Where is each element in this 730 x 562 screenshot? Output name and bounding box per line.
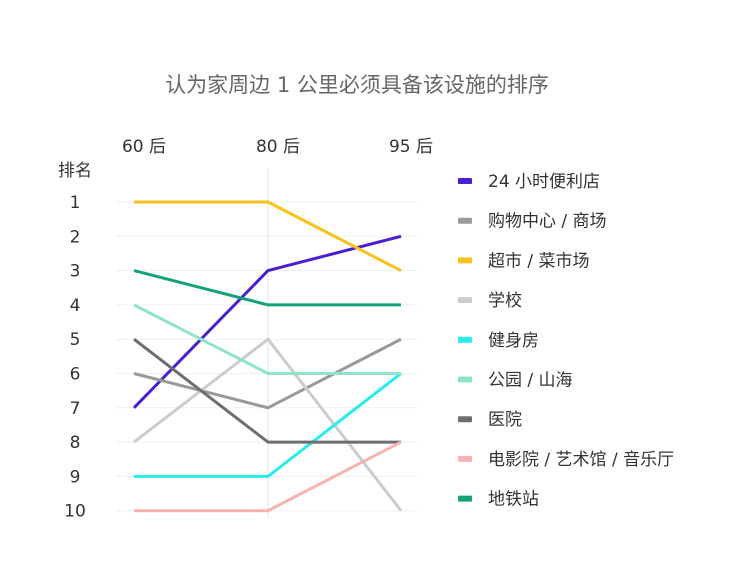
legend-item[interactable]: 地铁站 (458, 490, 539, 510)
y-tick-label: 2 (70, 227, 81, 247)
series-line-2 (134, 200, 402, 272)
legend-swatch (458, 455, 472, 462)
y-tick-label: 5 (70, 330, 81, 350)
x-tick-label: 60 后 (122, 137, 166, 157)
y-tick-label: 7 (70, 399, 81, 419)
y-tick-label: 3 (70, 262, 81, 282)
legend-item[interactable]: 购物中心 / 商场 (458, 212, 607, 232)
y-tick-label: 6 (70, 365, 81, 385)
legend-item[interactable]: 健身房 (458, 331, 539, 351)
legend-label: 地铁站 (488, 490, 539, 510)
series-line-4 (134, 372, 402, 478)
series-line-5 (133, 303, 401, 375)
grid (116, 201, 418, 512)
legend-label: 电影院 / 艺术馆 / 音乐厅 (488, 450, 674, 470)
legend-label: 购物中心 / 商场 (488, 212, 607, 232)
legend-label: 健身房 (488, 331, 539, 351)
series-line-7 (134, 440, 402, 513)
legend-label: 医院 (488, 410, 522, 430)
legend-label: 24 小时便利店 (488, 172, 600, 192)
legend-item[interactable]: 医院 (458, 410, 522, 430)
legend-swatch (458, 416, 472, 423)
y-axis-label: 排名 (58, 161, 92, 181)
y-axis-ticks: 1 2 3 4 5 6 7 8 9 10 (64, 193, 86, 522)
legend-swatch (458, 217, 472, 224)
series-line-3 (133, 337, 403, 512)
series-line-8 (133, 269, 401, 307)
series-lines (132, 200, 403, 513)
x-axis-ticks: 60 后 80 后 95 后 (122, 137, 433, 157)
legend-item[interactable]: 公园 / 山海 (458, 371, 573, 391)
legend-label: 公园 / 山海 (488, 371, 573, 391)
legend-item[interactable]: 超市 / 菜市场 (458, 251, 590, 271)
legend-label: 学校 (488, 291, 522, 311)
legend-swatch (458, 257, 472, 264)
y-tick-label: 1 (70, 193, 81, 213)
chart-title: 认为家周边 1 公里必须具备该设施的排序 (165, 73, 549, 97)
series-line-1 (133, 337, 402, 410)
series-line-6 (133, 338, 401, 444)
legend-swatch (458, 495, 472, 502)
y-tick-label: 9 (70, 467, 81, 487)
y-tick-label: 8 (70, 433, 81, 453)
x-tick-label: 95 后 (389, 137, 433, 157)
y-tick-label: 4 (70, 296, 81, 316)
x-tick-label: 80 后 (256, 137, 300, 157)
legend-item[interactable]: 24 小时便利店 (458, 172, 600, 192)
legend-swatch (458, 376, 472, 383)
legend-item[interactable]: 学校 (458, 291, 522, 311)
legend-swatch (458, 297, 472, 304)
y-tick-label: 10 (64, 502, 86, 522)
legend-label: 超市 / 菜市场 (488, 251, 590, 271)
legend-swatch (458, 178, 472, 184)
legend-swatch (458, 336, 472, 343)
legend-item[interactable]: 电影院 / 艺术馆 / 音乐厅 (458, 450, 674, 470)
